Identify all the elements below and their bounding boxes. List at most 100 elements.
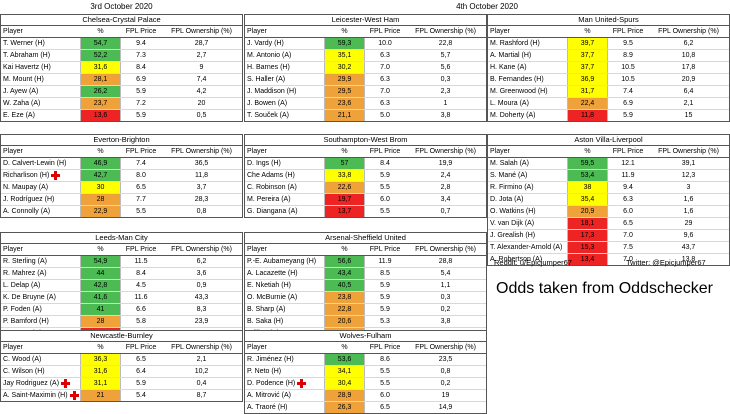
table-row: S. Mané (A) 53,4 11.9 12,3 (488, 170, 729, 182)
table-row: H. Kane (A) 37,7 10.5 17,8 (488, 62, 729, 74)
fpl-price: 5.9 (380, 306, 390, 313)
table-row: N. Maupay (A) 30 6.5 3,7 (1, 182, 242, 194)
fpl-price: 8.5 (380, 270, 390, 277)
player-name-text: V. van Dijk (A) (490, 220, 535, 227)
goal-probability: 13,7 (324, 206, 365, 217)
fpl-ownership: 6,2 (196, 258, 207, 265)
fixture-title: Leeds-Man City (1, 233, 242, 244)
header-player: Player (3, 148, 23, 155)
table-header-row: Player% FPL Price FPL Ownership (%) (245, 342, 486, 354)
fixture-table-leicester-west-ham: Leicester-West Ham Player% FPL Price FPL Ow… (244, 14, 487, 122)
fpl-price: 5.9 (380, 282, 390, 289)
goal-probability: 41,6 (80, 292, 121, 303)
table-row: O. Watkins (H) 20,9 6.0 1,6 (488, 206, 729, 218)
player-name: H. Barnes (H) (245, 62, 324, 73)
goal-probability: 30,2 (324, 62, 365, 73)
player-name-text: R. Jiménez (H) (247, 356, 294, 363)
player-name: V. van Dijk (A) (488, 218, 567, 229)
player-name-text: J. Rodríguez (H) (3, 196, 55, 203)
fpl-ownership: 9,6 (683, 232, 694, 239)
table-row: M. Pereira (A) 19,7 6.0 3,4 (245, 194, 486, 206)
player-name: B. Sharp (A) (245, 304, 324, 315)
player-name: L. Moura (A) (488, 98, 567, 109)
header-pct: % (341, 28, 348, 35)
player-name: J. Ayew (A) (1, 86, 80, 97)
fpl-ownership: 20,9 (681, 76, 696, 83)
player-name: R. Jiménez (H) (245, 354, 324, 365)
table-row: M. Antonio (A) 35,1 6.3 5,7 (245, 50, 486, 62)
goal-probability: 13,4 (567, 254, 608, 265)
table-row: Richarlison (H) 42,7 8.0 11,8 (1, 170, 242, 182)
player-name-text: M. Mount (H) (3, 76, 44, 83)
player-name-text: M. Antonio (A) (247, 52, 292, 59)
fpl-ownership: 8,7 (196, 392, 207, 399)
fpl-ownership: 3,4 (440, 196, 451, 203)
fpl-price: 6.0 (380, 196, 390, 203)
player-name-text: A. Connolly (A) (3, 208, 51, 215)
table-row: B. Saka (H) 20,6 5.3 3,8 (245, 316, 486, 328)
player-name: K. De Bruyne (A) (1, 292, 80, 303)
goal-probability: 35,4 (567, 194, 608, 205)
player-name: Richarlison (H) (1, 170, 80, 181)
player-name-text: H. Barnes (H) (247, 64, 290, 71)
player-name-text: S. Haller (A) (247, 76, 286, 83)
fixture-title: Chelsea-Crystal Palace (1, 15, 242, 26)
fpl-ownership: 1,1 (440, 282, 451, 289)
player-name-text: A. Lacazette (H) (247, 270, 298, 277)
header-price: FPL Price (125, 246, 157, 253)
header-player: Player (490, 148, 510, 155)
table-header-row: Player% FPL Price FPL Ownership (%) (1, 146, 242, 158)
player-name-text: Jay Rodriguez (A) (3, 380, 60, 387)
fpl-ownership: 0,5 (196, 112, 207, 119)
header-player: Player (3, 28, 23, 35)
fpl-ownership: 1,6 (683, 208, 694, 215)
table-row: E. Nketiah (H) 40,5 5.9 1,1 (245, 280, 486, 292)
header-player: Player (247, 148, 267, 155)
player-name-text: B. Saka (H) (247, 318, 284, 325)
table-row: Che Adams (H) 33,8 5.9 2,4 (245, 170, 486, 182)
fpl-price: 6.5 (136, 356, 146, 363)
fpl-price: 5.9 (623, 112, 633, 119)
fpl-ownership: 11,8 (194, 172, 209, 179)
header-player: Player (247, 246, 267, 253)
table-row: B. Sharp (A) 22,8 5.9 0,2 (245, 304, 486, 316)
fixture-title: Leicester-West Ham (245, 15, 486, 26)
reddit-credit: Reddit: u/Epicjumper67 (494, 258, 572, 267)
fpl-price: 8.9 (623, 52, 633, 59)
table-row: R. Firmino (A) 38 9.4 3 (488, 182, 729, 194)
header-pct: % (584, 148, 591, 155)
table-row: P. Foden (A) 41 6.6 8,3 (1, 304, 242, 316)
fpl-price: 5.5 (136, 208, 146, 215)
fpl-price: 5.5 (380, 208, 390, 215)
table-row: M. Rashford (H) 39,7 9.5 6,2 (488, 38, 729, 50)
fpl-price: 5.0 (380, 112, 390, 119)
goal-probability: 31,6 (80, 366, 121, 377)
header-player: Player (247, 344, 267, 351)
table-row: B. Fernandes (H) 36,9 10.5 20,9 (488, 74, 729, 86)
table-row: A. Lacazette (H) 43,4 8.5 5,4 (245, 268, 486, 280)
player-name: B. Saka (H) (245, 316, 324, 327)
player-name-text: J. Bowen (A) (247, 100, 288, 107)
fpl-ownership: 5,7 (440, 52, 451, 59)
player-name-text: J. Maddison (H) (247, 88, 297, 95)
player-name-text: D. Jota (A) (490, 196, 524, 203)
goal-probability: 41 (80, 304, 121, 315)
fpl-price: 9.4 (136, 40, 146, 47)
player-name: J. Bowen (A) (245, 98, 324, 109)
header-pct: % (97, 148, 104, 155)
goal-probability: 57 (324, 158, 365, 169)
player-name-text: N. Maupay (A) (3, 184, 49, 191)
goal-probability: 42,7 (80, 170, 121, 181)
fixture-table-everton-brighton: Everton-Brighton Player% FPL Price FPL Owne… (0, 134, 243, 218)
fpl-price: 6.3 (380, 100, 390, 107)
table-header-row: Player% FPL Price FPL Ownership (%) (1, 244, 242, 256)
player-name: R. Mahrez (A) (1, 268, 80, 279)
fpl-price: 6.3 (380, 76, 390, 83)
fpl-price: 5.5 (380, 380, 390, 387)
goal-probability: 20,6 (324, 316, 365, 327)
fpl-ownership: 28,8 (438, 258, 453, 265)
fpl-price: 11.9 (621, 172, 635, 179)
goal-probability: 31,6 (80, 62, 121, 73)
table-header-row: Player% FPL Price FPL Ownership (%) (488, 26, 729, 38)
goal-probability: 21,1 (324, 110, 365, 121)
